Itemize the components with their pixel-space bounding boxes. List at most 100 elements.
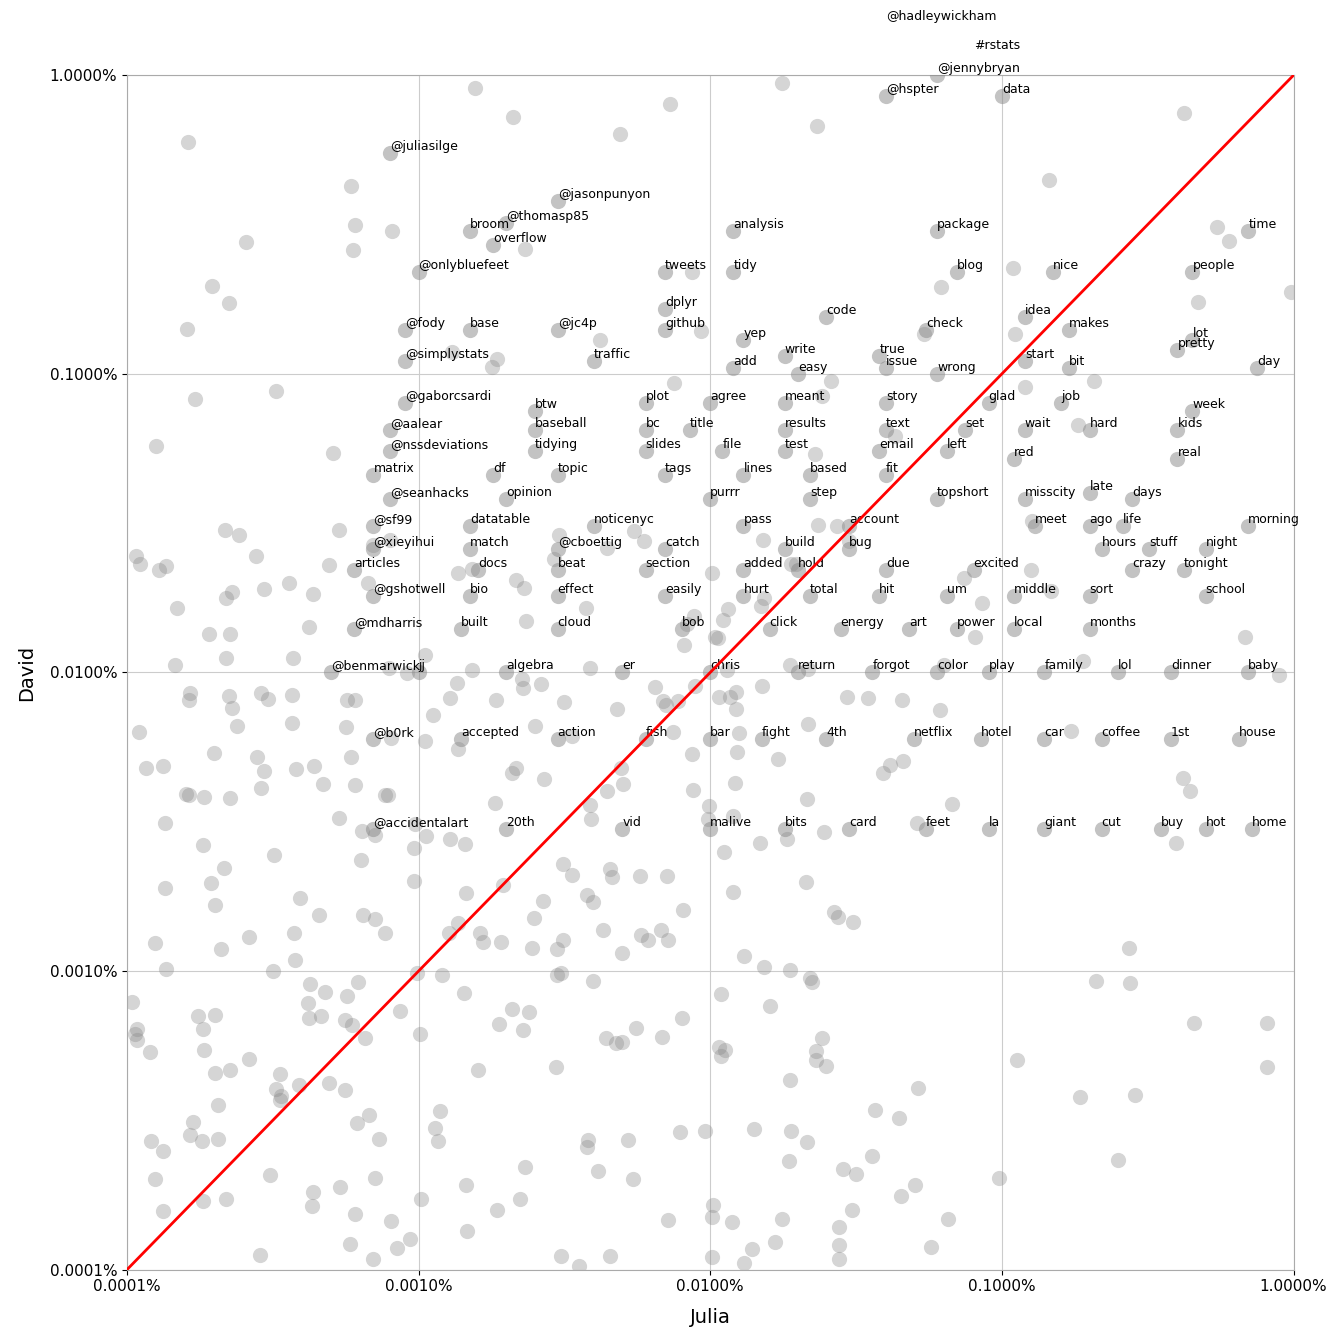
Point bbox=[183, 1111, 204, 1133]
Point bbox=[461, 660, 482, 681]
Text: tweets: tweets bbox=[665, 258, 707, 271]
Point bbox=[915, 818, 937, 840]
Point bbox=[1058, 356, 1079, 378]
Point bbox=[214, 519, 235, 540]
Point bbox=[751, 728, 773, 750]
Point bbox=[343, 618, 364, 640]
Point bbox=[676, 613, 698, 634]
Point bbox=[524, 419, 546, 441]
Point bbox=[379, 419, 401, 441]
Text: dinner: dinner bbox=[1171, 660, 1211, 672]
Text: kids: kids bbox=[1177, 417, 1203, 430]
Point bbox=[1172, 767, 1193, 789]
Text: noticenyc: noticenyc bbox=[594, 513, 655, 526]
Point bbox=[503, 106, 524, 128]
Text: left: left bbox=[948, 438, 968, 452]
Point bbox=[270, 1085, 292, 1106]
Point bbox=[655, 538, 676, 559]
Text: @hadleywickham: @hadleywickham bbox=[886, 9, 996, 23]
Point bbox=[599, 859, 621, 880]
Point bbox=[1024, 515, 1046, 536]
Point bbox=[547, 618, 569, 640]
Point bbox=[511, 668, 532, 689]
Point bbox=[1003, 448, 1024, 469]
Text: analysis: analysis bbox=[734, 218, 784, 231]
Point bbox=[126, 1017, 148, 1039]
Point bbox=[778, 1149, 800, 1171]
Point bbox=[1015, 376, 1036, 398]
Point bbox=[788, 559, 809, 581]
Point bbox=[1020, 559, 1042, 581]
Text: people: people bbox=[1192, 258, 1235, 271]
Point bbox=[329, 519, 351, 540]
Point bbox=[145, 435, 167, 457]
Text: late: late bbox=[1090, 480, 1114, 493]
Text: return: return bbox=[798, 660, 836, 672]
Text: issue: issue bbox=[886, 355, 918, 367]
Text: @mdharris: @mdharris bbox=[353, 616, 422, 629]
Point bbox=[715, 1039, 737, 1060]
Point bbox=[1079, 419, 1101, 441]
Point bbox=[191, 1130, 212, 1152]
Point bbox=[155, 555, 176, 577]
Point bbox=[340, 175, 362, 196]
Text: er: er bbox=[622, 660, 636, 672]
Point bbox=[829, 618, 851, 640]
Text: nice: nice bbox=[1054, 258, 1079, 271]
Point bbox=[606, 698, 628, 719]
Text: @benmarwick: @benmarwick bbox=[331, 660, 419, 672]
Point bbox=[953, 567, 974, 589]
Point bbox=[605, 1032, 626, 1054]
Point bbox=[630, 925, 652, 946]
Point bbox=[253, 759, 274, 781]
Point bbox=[344, 774, 366, 796]
Text: code: code bbox=[827, 304, 856, 317]
Point bbox=[379, 489, 401, 511]
Text: @simplystats: @simplystats bbox=[405, 348, 489, 362]
Point bbox=[781, 552, 802, 574]
Point bbox=[1085, 970, 1106, 992]
Point bbox=[702, 1246, 723, 1267]
Point bbox=[699, 728, 720, 750]
Point bbox=[351, 820, 372, 841]
Text: months: months bbox=[1090, 616, 1137, 629]
Point bbox=[461, 558, 482, 579]
Point bbox=[363, 534, 384, 555]
Text: tonight: tonight bbox=[1184, 558, 1228, 570]
Point bbox=[695, 1120, 716, 1141]
Point bbox=[964, 626, 985, 648]
Point bbox=[679, 419, 700, 441]
Point bbox=[785, 552, 806, 574]
Point bbox=[320, 661, 341, 683]
Text: hard: hard bbox=[1090, 417, 1118, 430]
Point bbox=[862, 661, 883, 683]
Text: beat: beat bbox=[558, 558, 586, 570]
Point bbox=[457, 1220, 478, 1242]
Point bbox=[347, 1111, 368, 1133]
Point bbox=[652, 1025, 673, 1047]
Point bbox=[257, 688, 278, 710]
Point bbox=[152, 1200, 173, 1222]
Point bbox=[448, 562, 469, 583]
Point bbox=[1188, 290, 1210, 312]
Point bbox=[454, 833, 476, 855]
Point bbox=[716, 660, 738, 681]
Point bbox=[297, 992, 319, 1013]
Point bbox=[1058, 320, 1079, 341]
Point bbox=[394, 392, 415, 414]
Point bbox=[1121, 559, 1142, 581]
Point bbox=[875, 419, 896, 441]
Point bbox=[732, 559, 754, 581]
Text: bob: bob bbox=[681, 616, 706, 629]
Text: opinion: opinion bbox=[507, 487, 552, 500]
Point bbox=[409, 1024, 430, 1046]
Point bbox=[699, 392, 720, 414]
Point bbox=[915, 320, 937, 341]
Point bbox=[363, 464, 384, 485]
Point bbox=[891, 689, 913, 711]
Text: week: week bbox=[1192, 398, 1226, 411]
Point bbox=[634, 392, 656, 414]
Point bbox=[468, 1059, 489, 1081]
Point bbox=[552, 930, 574, 952]
Point bbox=[547, 938, 569, 960]
